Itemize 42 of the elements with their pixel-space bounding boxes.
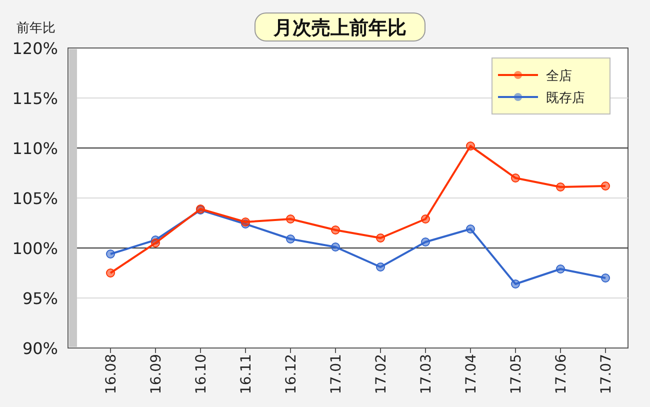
x-tick-label: 17.05 — [508, 354, 524, 394]
point — [421, 238, 430, 246]
point — [601, 274, 610, 282]
y-tick-label: 105% — [12, 189, 58, 208]
point — [376, 234, 385, 242]
y-axis-title: 前年比 — [16, 21, 56, 36]
point — [466, 224, 475, 234]
y-tick-label: 100% — [12, 239, 58, 258]
point — [106, 250, 115, 258]
x-tick-label: 17.04 — [464, 354, 480, 394]
point — [331, 242, 340, 252]
point — [106, 268, 115, 278]
x-tick-label: 17.06 — [554, 354, 570, 394]
point — [376, 262, 385, 272]
x-tick-label: 16.11 — [238, 354, 254, 394]
point — [601, 182, 610, 190]
legend-label: 全店 — [546, 68, 572, 84]
x-tick-label: 16.08 — [104, 354, 120, 394]
chart-title: 月次売上前年比 — [272, 17, 406, 39]
y-tick-label: 120% — [12, 39, 58, 58]
point — [286, 214, 295, 224]
point — [466, 142, 475, 150]
x-tick-label: 17.07 — [598, 354, 614, 394]
legend-label: 既存店 — [546, 90, 585, 106]
x-tick-label: 16.09 — [148, 354, 164, 394]
x-tick-label: 17.01 — [328, 354, 344, 394]
y-tick-label: 110% — [12, 139, 58, 158]
x-tick-label: 16.10 — [194, 354, 210, 394]
x-tick-label: 17.02 — [374, 354, 390, 394]
point — [151, 238, 160, 248]
point — [286, 234, 295, 244]
point — [556, 264, 565, 274]
x-tick-label: 16.12 — [284, 354, 300, 394]
point — [556, 182, 565, 192]
y-tick-label: 115% — [12, 89, 58, 108]
y-tick-label: 95% — [22, 289, 58, 308]
point — [511, 174, 520, 182]
point — [421, 214, 430, 224]
y-tick-label: 90% — [22, 339, 58, 358]
point — [511, 280, 520, 288]
point — [331, 226, 340, 234]
x-tick-label: 17.03 — [418, 354, 434, 394]
